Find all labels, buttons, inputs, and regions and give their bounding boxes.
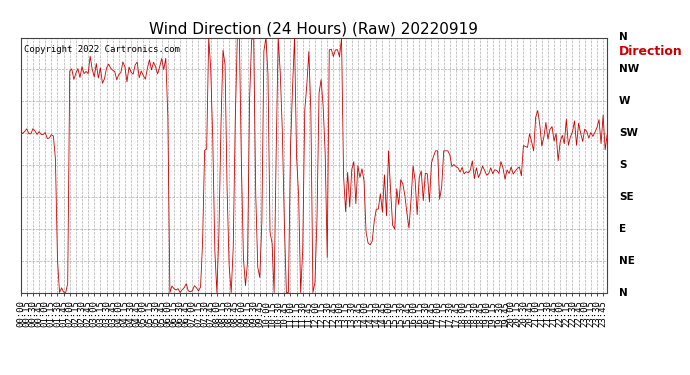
Text: SW: SW [619, 128, 638, 138]
Text: W: W [619, 96, 631, 106]
Text: E: E [619, 224, 626, 234]
Text: NE: NE [619, 256, 635, 266]
Text: S: S [619, 160, 627, 170]
Text: N: N [619, 288, 628, 297]
Title: Wind Direction (24 Hours) (Raw) 20220919: Wind Direction (24 Hours) (Raw) 20220919 [150, 21, 478, 36]
Text: SE: SE [619, 192, 633, 202]
Text: NW: NW [619, 64, 639, 74]
Text: N: N [619, 33, 628, 42]
Text: Direction: Direction [619, 45, 682, 58]
Text: Copyright 2022 Cartronics.com: Copyright 2022 Cartronics.com [23, 45, 179, 54]
